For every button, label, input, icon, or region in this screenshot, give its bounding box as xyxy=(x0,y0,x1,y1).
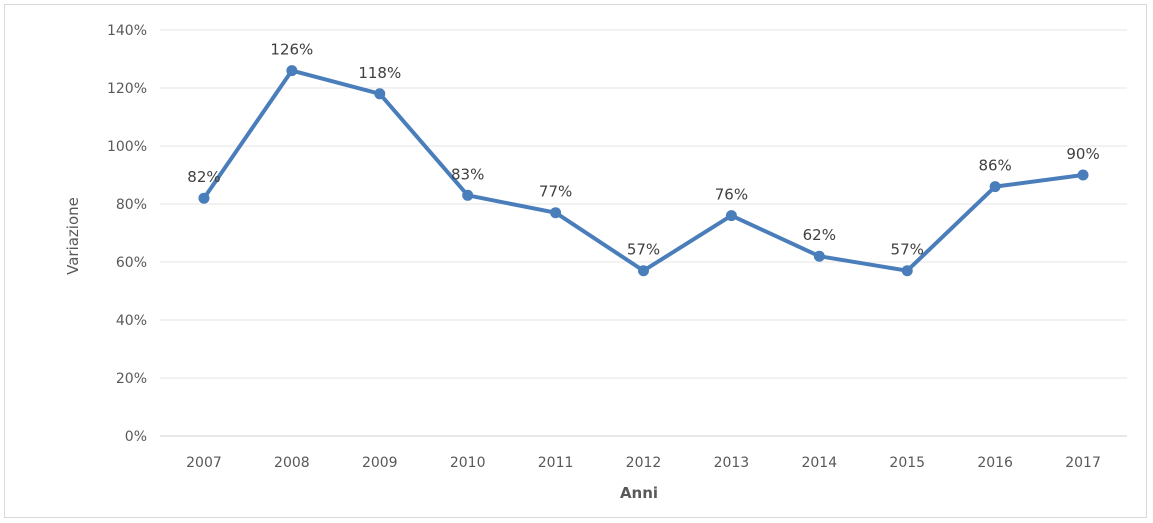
chart-frame xyxy=(4,4,1147,518)
x-tick-label: 2010 xyxy=(450,455,486,471)
y-tick-label: 60% xyxy=(116,255,147,271)
x-tick-label: 2011 xyxy=(538,455,574,471)
data-point xyxy=(1077,169,1089,181)
data-label: 82% xyxy=(187,168,220,186)
y-axis-ticks: 0% 20% 40% 60% 80% 100% 120% 140% xyxy=(107,23,147,445)
series-line-group xyxy=(198,65,1089,277)
data-label: 77% xyxy=(539,183,572,201)
x-axis-title: Anni xyxy=(620,484,658,502)
data-label: 118% xyxy=(358,64,401,82)
data-point xyxy=(374,88,386,100)
data-point xyxy=(638,265,649,277)
data-labels: 82% 126% 118% 83% 77% 57% 76% 62% 57% 86% 90% xyxy=(187,41,1099,259)
y-tick-label: 120% xyxy=(107,81,147,97)
x-tick-label: 2009 xyxy=(362,455,398,471)
data-label: 76% xyxy=(715,186,748,204)
data-point xyxy=(725,210,737,222)
data-label: 126% xyxy=(270,41,313,59)
data-label: 57% xyxy=(627,241,660,259)
y-axis-title: Variazione xyxy=(64,197,82,275)
data-label: 57% xyxy=(891,241,924,259)
x-axis-ticks: 2007 2008 2009 2010 2011 2012 2013 2014 2015 2016… xyxy=(186,455,1101,471)
data-point xyxy=(550,207,562,219)
x-tick-label: 2013 xyxy=(714,455,750,471)
x-tick-label: 2015 xyxy=(889,455,925,471)
y-tick-label: 40% xyxy=(116,313,147,329)
y-tick-label: 20% xyxy=(116,371,147,387)
x-tick-label: 2007 xyxy=(186,455,222,471)
x-tick-label: 2017 xyxy=(1065,455,1101,471)
x-tick-label: 2014 xyxy=(801,455,837,471)
data-point xyxy=(462,189,474,201)
data-point xyxy=(901,265,913,277)
y-tick-label: 0% xyxy=(125,429,147,445)
data-label: 83% xyxy=(451,165,484,183)
y-tick-label: 80% xyxy=(116,197,147,213)
data-point xyxy=(813,250,825,262)
data-label: 62% xyxy=(803,226,836,244)
y-tick-label: 100% xyxy=(107,139,147,155)
x-tick-label: 2012 xyxy=(626,455,662,471)
y-tick-label: 140% xyxy=(107,23,147,39)
x-tick-label: 2016 xyxy=(977,455,1013,471)
data-label: 86% xyxy=(978,157,1011,175)
data-label: 90% xyxy=(1066,145,1099,163)
data-point xyxy=(198,192,210,204)
data-point xyxy=(989,181,1001,193)
data-point xyxy=(286,65,298,77)
x-tick-label: 2008 xyxy=(274,455,310,471)
gridlines xyxy=(160,29,1127,437)
